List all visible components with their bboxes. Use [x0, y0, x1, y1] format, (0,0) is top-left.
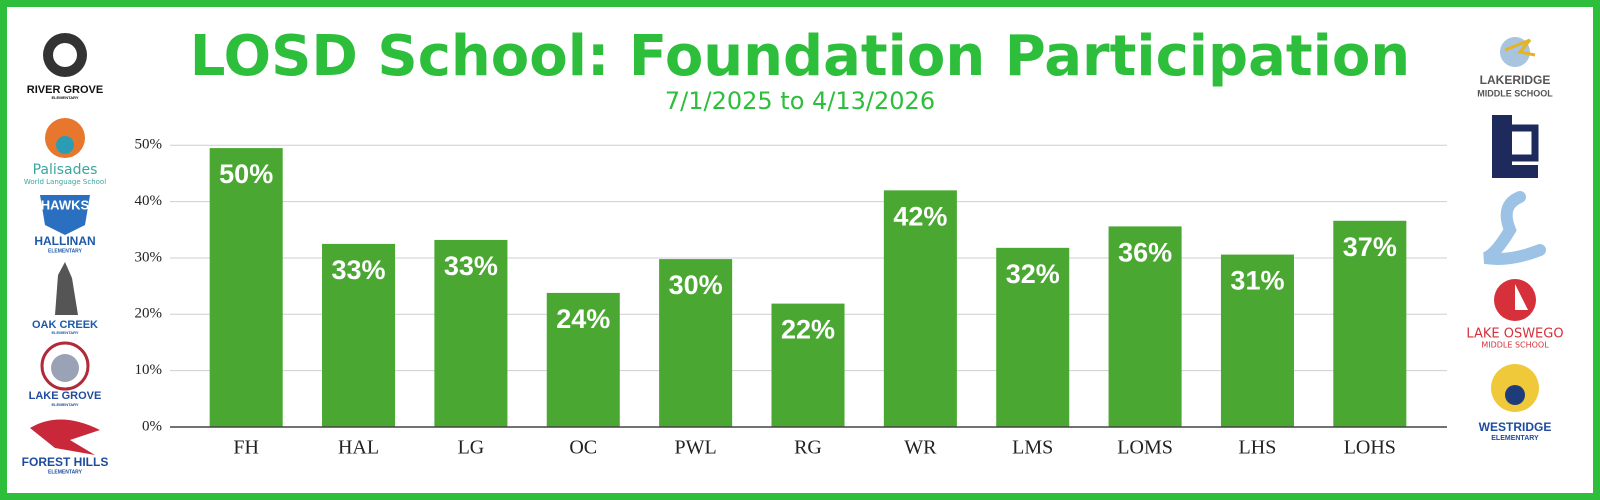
logo-icon [55, 262, 78, 315]
bar [546, 292, 620, 427]
y-tick-label: 20% [135, 306, 163, 322]
value-label: 36% [1118, 238, 1172, 268]
x-tick-label: LHS [1239, 437, 1277, 459]
logo-icon [1504, 38, 1536, 57]
logo-text: WESTRIDGE [1479, 420, 1552, 434]
x-tick-label: FH [233, 437, 259, 459]
logo-icon [51, 354, 79, 382]
value-label: 33% [444, 251, 498, 281]
bar [209, 148, 283, 427]
logo-text: MIDDLE SCHOOL [1481, 341, 1549, 350]
logo-text: ELEMENTARY [51, 402, 78, 407]
bar [1333, 220, 1407, 427]
logo-icon [1482, 191, 1546, 265]
x-tick-label: LOMS [1117, 437, 1173, 459]
logo-icon [56, 136, 74, 154]
x-tick-label: LMS [1012, 437, 1053, 459]
logo-icon [40, 195, 90, 235]
logo-text: ELEMENTARY [1491, 435, 1539, 442]
logo-text: HAWKS [41, 197, 90, 212]
logo-text: FOREST HILLS [22, 455, 109, 469]
value-label: 31% [1230, 266, 1284, 296]
y-tick-label: 30% [135, 249, 163, 265]
y-tick-label: 10% [135, 362, 163, 378]
logo-text: ELEMENTARY [51, 330, 78, 335]
y-tick-label: 40% [135, 193, 163, 209]
chart-subtitle: 7/1/2025 to 4/13/2026 [665, 87, 935, 115]
bar [883, 190, 957, 427]
bar [322, 243, 396, 427]
value-label: 42% [893, 201, 947, 231]
logo-text: ELEMENTARY [48, 469, 83, 475]
chart-title: LOSD School: Foundation Participation [190, 24, 1410, 89]
value-label: 33% [332, 255, 386, 285]
logo-text: HALLINAN [34, 234, 95, 248]
logo-icon [1515, 284, 1528, 310]
x-tick-label: LG [458, 437, 485, 459]
value-label: 22% [781, 315, 835, 345]
x-tick-label: PWL [675, 437, 717, 459]
logo-text: World Language School [24, 178, 106, 186]
logo-text: RIVER GROVE [27, 84, 103, 96]
logo-text: LAKE OSWEGO [1466, 327, 1563, 342]
value-label: 30% [669, 270, 723, 300]
bar [1108, 226, 1182, 427]
logos-right: LAKERIDGE MIDDLE SCHOOL LAKE OSWEGO MIDD… [1466, 37, 1564, 442]
x-tick-label: LOHS [1344, 437, 1396, 459]
value-label: 37% [1343, 232, 1397, 262]
logo-icon [1505, 385, 1525, 405]
value-label: 24% [556, 304, 610, 334]
y-tick-label: 50% [135, 137, 163, 153]
y-tick-label: 0% [142, 418, 162, 434]
bar [996, 247, 1070, 427]
value-label: 32% [1006, 259, 1060, 289]
logo-text: ELEMENTARY [51, 95, 78, 100]
logo-text: LAKE GROVE [29, 390, 102, 402]
logo-text: Palisades [33, 162, 98, 178]
logo-icon [30, 419, 100, 455]
bar [434, 239, 508, 427]
logo-icon [53, 43, 77, 67]
bar [659, 259, 733, 427]
logo-text: MIDDLE SCHOOL [1477, 88, 1553, 98]
value-label: 50% [219, 159, 273, 189]
x-tick-label: HAL [338, 437, 379, 459]
x-tick-label: OC [569, 437, 597, 459]
logo-icon [1501, 124, 1539, 162]
logo-text: OAK CREEK [32, 319, 98, 331]
plot: 0% 10% 20% 30% 40% 50% FH 50% HAL 33% LG 33% OC 24% PW… [135, 137, 1447, 459]
logo-text: LAKERIDGE [1480, 73, 1551, 87]
logos-left: RIVER GROVE ELEMENTARY Palisades World L… [22, 33, 109, 475]
logo-text: ELEMENTARY [48, 248, 83, 254]
bar [1220, 254, 1294, 427]
x-tick-label: WR [904, 437, 937, 459]
x-tick-label: RG [794, 437, 822, 459]
bar [771, 303, 845, 427]
